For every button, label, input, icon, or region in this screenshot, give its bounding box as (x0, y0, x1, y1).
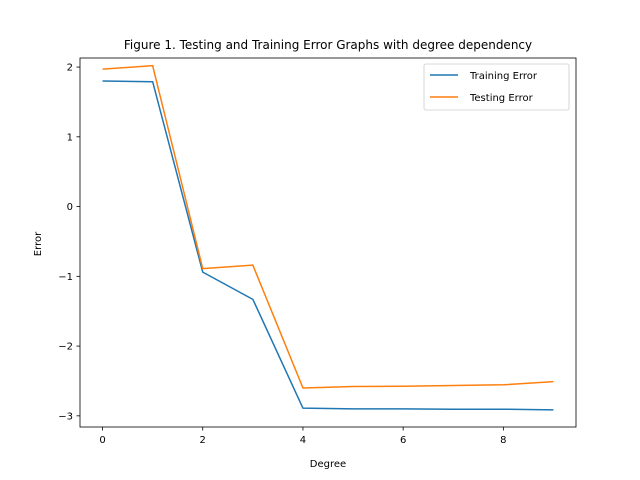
x-tick-label: 4 (300, 435, 306, 446)
x-tick-label: 2 (200, 435, 206, 446)
y-tick-label: −2 (58, 342, 73, 353)
y-tick-label: 2 (67, 63, 73, 74)
y-axis-label: Error (33, 231, 44, 256)
plot-frame (79, 57, 577, 428)
x-axis-label: Degree (310, 459, 346, 470)
series-line-1 (102, 80, 554, 411)
chart-title: Figure 1. Testing and Training Error Gra… (124, 38, 532, 52)
plot-area: 0 2 4 6 8 −3 −2 −1 0 1 2 (58, 57, 577, 446)
y-tick-label: 0 (67, 202, 73, 213)
x-tick-label: 8 (500, 435, 506, 446)
x-tick-label: 6 (400, 435, 406, 446)
x-tick-label: 0 (99, 435, 105, 446)
legend-label-2: Testing Error (469, 93, 534, 104)
legend: Training Error Testing Error (423, 63, 570, 111)
series-line-2 (102, 64, 554, 389)
legend-label-1: Training Error (469, 71, 538, 82)
y-tick-label: 1 (67, 132, 73, 143)
legend-box (423, 63, 570, 111)
y-tick-label: −1 (58, 272, 73, 283)
y-tick-label: −3 (58, 411, 73, 422)
